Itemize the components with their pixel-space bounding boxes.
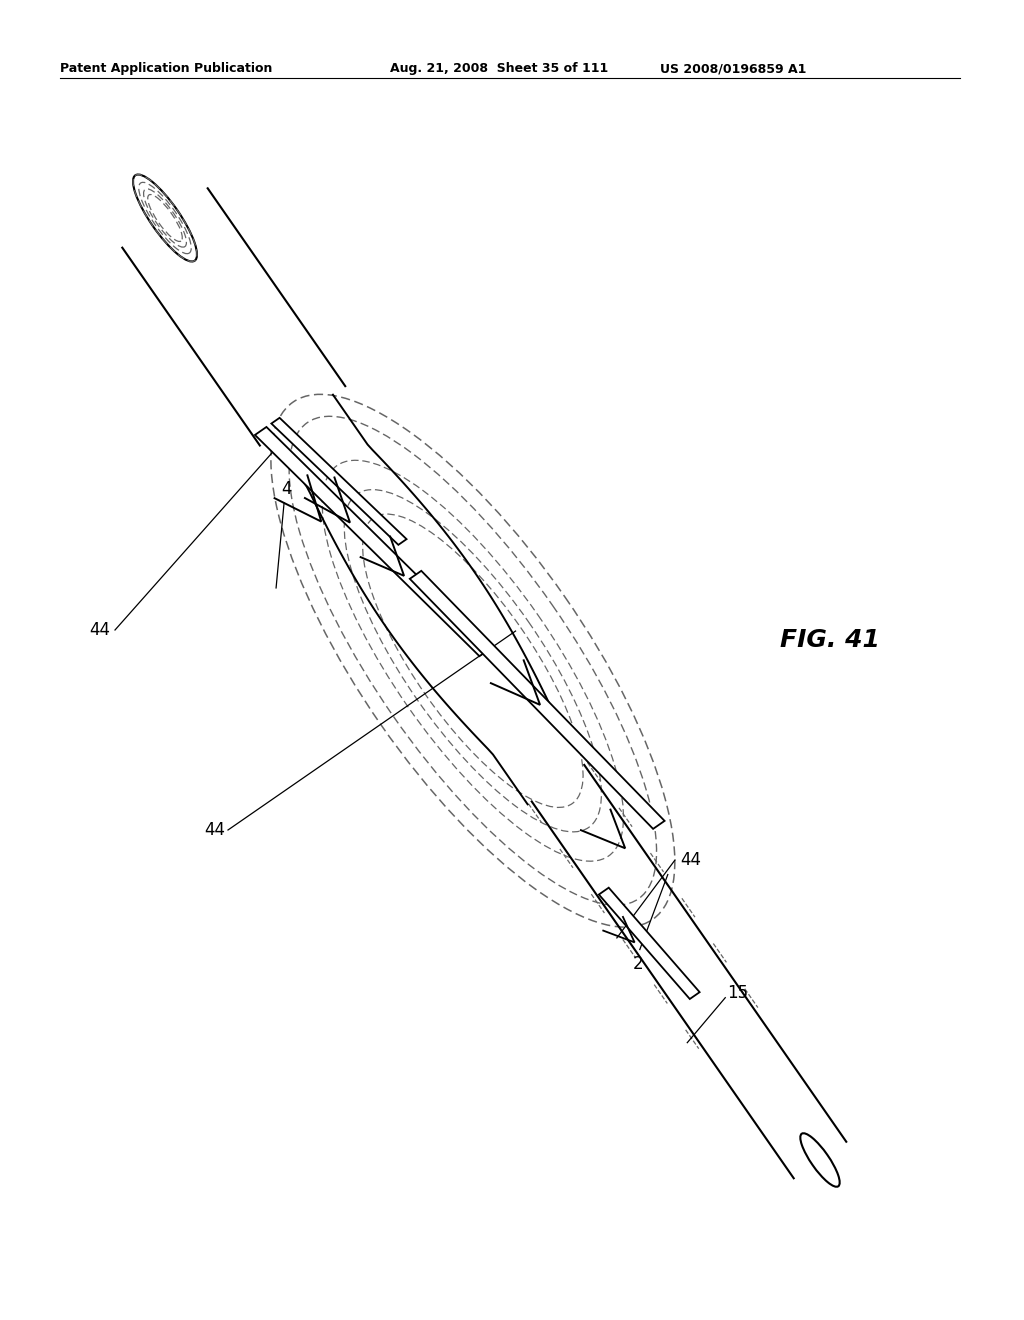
Text: Aug. 21, 2008  Sheet 35 of 111: Aug. 21, 2008 Sheet 35 of 111 <box>390 62 608 75</box>
Polygon shape <box>410 570 665 829</box>
Text: 2: 2 <box>633 954 643 973</box>
Polygon shape <box>271 418 407 545</box>
Polygon shape <box>255 426 490 656</box>
Ellipse shape <box>133 174 197 261</box>
Ellipse shape <box>801 1134 840 1187</box>
Polygon shape <box>599 887 699 999</box>
Text: Patent Application Publication: Patent Application Publication <box>60 62 272 75</box>
Text: US 2008/0196859 A1: US 2008/0196859 A1 <box>660 62 806 75</box>
Text: FIG. 41: FIG. 41 <box>780 628 880 652</box>
Text: 44: 44 <box>680 851 701 869</box>
Text: 44: 44 <box>89 620 110 639</box>
Text: 15: 15 <box>727 983 749 1002</box>
Text: 44: 44 <box>204 821 225 840</box>
Text: 4: 4 <box>281 480 291 498</box>
